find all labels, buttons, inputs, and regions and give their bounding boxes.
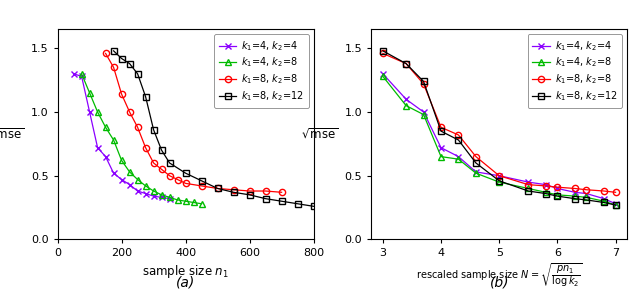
Y-axis label: $\sqrt{\rm mse}$: $\sqrt{\rm mse}$ [0, 127, 24, 141]
Text: (a): (a) [176, 275, 195, 289]
X-axis label: sample size $n_1$: sample size $n_1$ [142, 263, 229, 280]
Text: (b): (b) [490, 275, 509, 289]
Y-axis label: $\sqrt{\rm mse}$: $\sqrt{\rm mse}$ [301, 127, 338, 141]
Legend: $k_1$=4, $k_2$=4, $k_1$=4, $k_2$=8, $k_1$=8, $k_2$=8, $k_1$=8, $k_2$=12: $k_1$=4, $k_2$=4, $k_1$=4, $k_2$=8, $k_1… [214, 34, 308, 108]
X-axis label: rescaled sample size $N = \sqrt{\dfrac{pn_1}{\log k_2}}$: rescaled sample size $N = \sqrt{\dfrac{p… [416, 261, 582, 289]
Legend: $k_1$=4, $k_2$=4, $k_1$=4, $k_2$=8, $k_1$=8, $k_2$=8, $k_1$=8, $k_2$=12: $k_1$=4, $k_2$=4, $k_1$=4, $k_2$=8, $k_1… [527, 34, 622, 108]
